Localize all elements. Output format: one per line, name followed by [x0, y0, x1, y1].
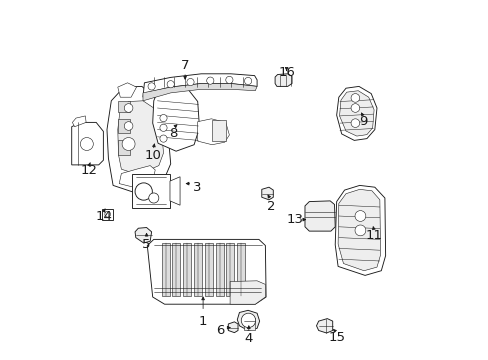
Polygon shape	[118, 101, 163, 175]
Text: 7: 7	[181, 59, 189, 72]
Text: 11: 11	[365, 229, 382, 242]
Text: 2: 2	[266, 201, 274, 213]
Polygon shape	[337, 189, 380, 271]
Text: 15: 15	[327, 331, 345, 344]
Bar	[244, 318, 254, 330]
Circle shape	[241, 313, 255, 328]
Circle shape	[160, 135, 167, 142]
Circle shape	[225, 76, 232, 84]
Circle shape	[80, 138, 93, 150]
Bar	[212, 120, 226, 141]
Polygon shape	[142, 74, 257, 97]
Circle shape	[350, 119, 359, 127]
Circle shape	[124, 122, 133, 130]
Circle shape	[148, 83, 155, 90]
Polygon shape	[102, 209, 113, 220]
Bar	[118, 101, 130, 112]
Polygon shape	[228, 322, 238, 333]
Polygon shape	[170, 177, 180, 205]
Circle shape	[350, 94, 359, 102]
Text: 12: 12	[81, 165, 97, 177]
Text: 14: 14	[95, 210, 112, 223]
Circle shape	[104, 211, 110, 217]
Polygon shape	[275, 74, 291, 86]
Bar	[118, 140, 130, 155]
Bar	[215, 243, 223, 296]
Bar	[194, 243, 202, 296]
Polygon shape	[237, 310, 259, 330]
Polygon shape	[197, 119, 229, 145]
Circle shape	[148, 193, 159, 203]
Bar	[204, 243, 212, 296]
Text: 9: 9	[359, 115, 367, 128]
Text: 1: 1	[199, 315, 207, 328]
Text: 10: 10	[144, 149, 161, 162]
Text: 8: 8	[169, 127, 178, 140]
Circle shape	[350, 104, 359, 112]
Text: 16: 16	[278, 66, 294, 78]
Polygon shape	[316, 319, 332, 333]
Polygon shape	[335, 185, 385, 275]
Polygon shape	[261, 187, 273, 200]
Circle shape	[160, 124, 167, 131]
Polygon shape	[336, 86, 376, 140]
Circle shape	[354, 211, 365, 221]
Circle shape	[354, 225, 365, 236]
Bar	[162, 243, 169, 296]
Polygon shape	[72, 122, 103, 165]
Text: 5: 5	[142, 238, 150, 251]
Polygon shape	[72, 116, 86, 127]
Bar	[226, 243, 234, 296]
Polygon shape	[107, 86, 170, 193]
Bar	[172, 243, 180, 296]
Polygon shape	[142, 84, 257, 101]
Circle shape	[167, 81, 174, 88]
Circle shape	[135, 183, 152, 200]
Polygon shape	[132, 174, 170, 208]
Circle shape	[122, 138, 135, 150]
Circle shape	[244, 77, 251, 85]
Bar	[183, 243, 191, 296]
Polygon shape	[339, 91, 373, 136]
Circle shape	[206, 77, 213, 84]
Polygon shape	[305, 201, 335, 231]
Bar	[118, 119, 130, 133]
Polygon shape	[147, 239, 265, 304]
Text: 4: 4	[244, 332, 252, 345]
Polygon shape	[152, 83, 199, 151]
Text: 13: 13	[286, 213, 303, 226]
Circle shape	[186, 78, 194, 86]
Polygon shape	[135, 228, 151, 243]
Text: 6: 6	[215, 324, 224, 337]
Polygon shape	[230, 281, 265, 304]
Bar	[237, 243, 244, 296]
Circle shape	[124, 104, 133, 112]
Text: 3: 3	[192, 181, 201, 194]
Polygon shape	[119, 166, 155, 188]
Polygon shape	[118, 83, 136, 97]
Circle shape	[160, 114, 167, 122]
